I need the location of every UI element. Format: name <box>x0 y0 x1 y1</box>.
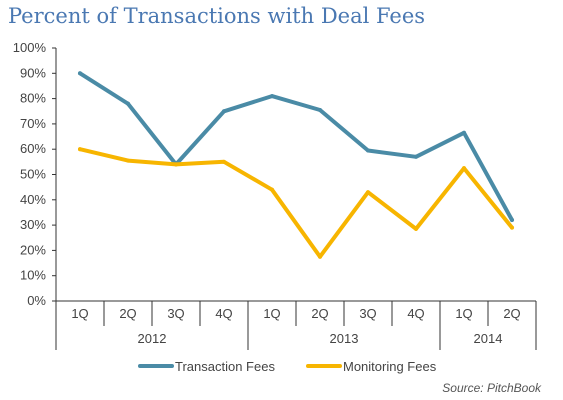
source-note: Source: PitchBook <box>442 381 541 395</box>
data-point <box>126 158 130 163</box>
x-tick-label: 4Q <box>407 306 424 321</box>
y-tick-label: 0% <box>27 293 46 308</box>
x-tick-label: 3Q <box>359 306 376 321</box>
data-point <box>174 162 178 167</box>
data-point <box>78 71 82 76</box>
data-point <box>222 159 226 164</box>
x-tick-label: 4Q <box>215 306 232 321</box>
data-point <box>126 101 130 106</box>
data-point <box>78 147 82 152</box>
x-tick-label: 2Q <box>119 306 136 321</box>
year-group-label: 2013 <box>330 331 359 346</box>
data-point <box>222 109 226 114</box>
x-tick-label: 2Q <box>311 306 328 321</box>
year-group-label: 2014 <box>474 331 503 346</box>
x-tick-label: 3Q <box>167 306 184 321</box>
y-tick-label: 100% <box>13 40 47 55</box>
data-point <box>414 154 418 159</box>
data-point <box>318 107 322 112</box>
y-tick-label: 30% <box>20 217 46 232</box>
y-tick-label: 50% <box>20 167 46 182</box>
y-tick-label: 10% <box>20 268 46 283</box>
data-point <box>462 130 466 135</box>
year-group-label: 2012 <box>138 331 167 346</box>
y-tick-label: 70% <box>20 116 46 131</box>
data-point <box>270 187 274 192</box>
y-tick-label: 90% <box>20 65 46 80</box>
data-point <box>366 190 370 195</box>
data-point <box>510 225 514 230</box>
chart-title: Percent of Transactions with Deal Fees <box>8 4 426 28</box>
y-tick-label: 80% <box>20 91 46 106</box>
y-tick-label: 20% <box>20 242 46 257</box>
legend-label: Transaction Fees <box>175 359 275 374</box>
data-point <box>510 218 514 223</box>
data-point <box>366 148 370 153</box>
x-tick-label: 1Q <box>263 306 280 321</box>
y-tick-label: 40% <box>20 192 46 207</box>
x-tick-label: 1Q <box>455 306 472 321</box>
series-line <box>78 71 514 222</box>
series-line <box>78 147 514 259</box>
data-point <box>414 226 418 231</box>
y-tick-label: 60% <box>20 141 46 156</box>
data-point <box>318 254 322 259</box>
data-point <box>270 94 274 99</box>
x-tick-label: 2Q <box>503 306 520 321</box>
data-point <box>462 166 466 171</box>
legend-label: Monitoring Fees <box>343 359 437 374</box>
x-tick-label: 1Q <box>71 306 88 321</box>
